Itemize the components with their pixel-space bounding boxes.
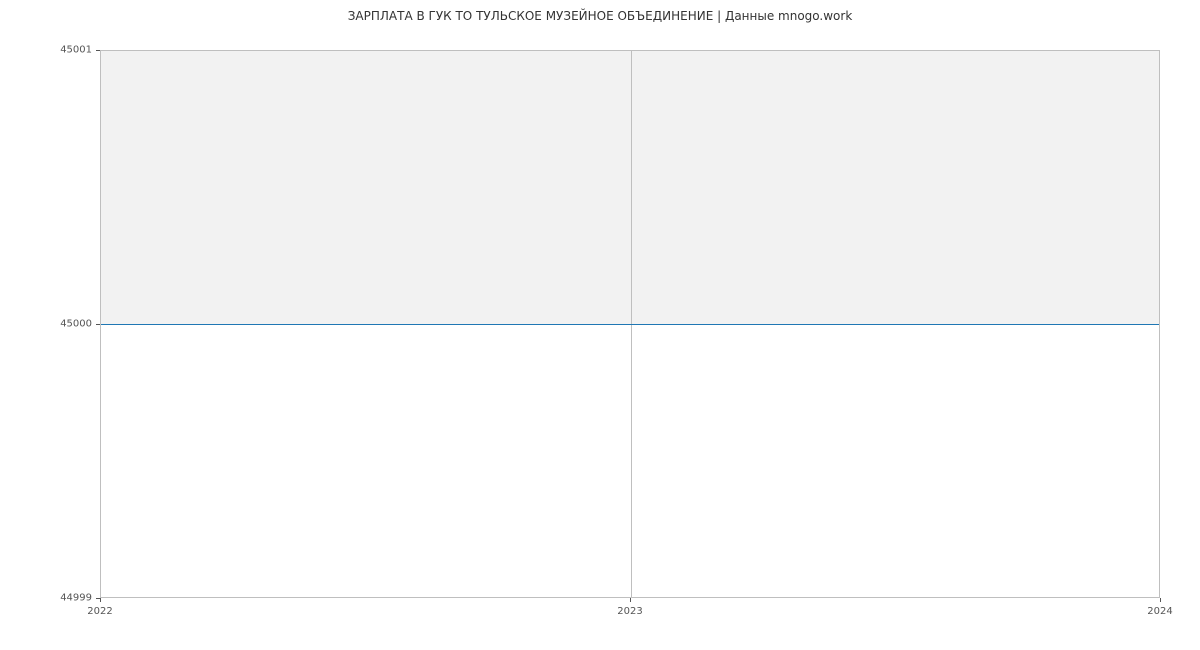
y-tick-label: 44999 bbox=[0, 593, 92, 604]
plot-area bbox=[100, 50, 1160, 598]
x-tick-mark bbox=[1160, 598, 1161, 602]
x-tick-label: 2022 bbox=[87, 606, 112, 617]
x-tick-mark bbox=[630, 598, 631, 602]
x-tick-label: 2024 bbox=[1147, 606, 1172, 617]
data-line bbox=[101, 324, 1159, 325]
x-tick-label: 2023 bbox=[617, 606, 642, 617]
chart-title: ЗАРПЛАТА В ГУК ТО ТУЛЬСКОЕ МУЗЕЙНОЕ ОБЪЕ… bbox=[0, 9, 1200, 23]
y-tick-mark bbox=[96, 50, 100, 51]
plot-upper-band bbox=[101, 51, 1159, 325]
y-tick-label: 45000 bbox=[0, 319, 92, 330]
y-tick-mark bbox=[96, 324, 100, 325]
x-tick-mark bbox=[100, 598, 101, 602]
y-tick-label: 45001 bbox=[0, 45, 92, 56]
chart-container: ЗАРПЛАТА В ГУК ТО ТУЛЬСКОЕ МУЗЕЙНОЕ ОБЪЕ… bbox=[0, 0, 1200, 650]
